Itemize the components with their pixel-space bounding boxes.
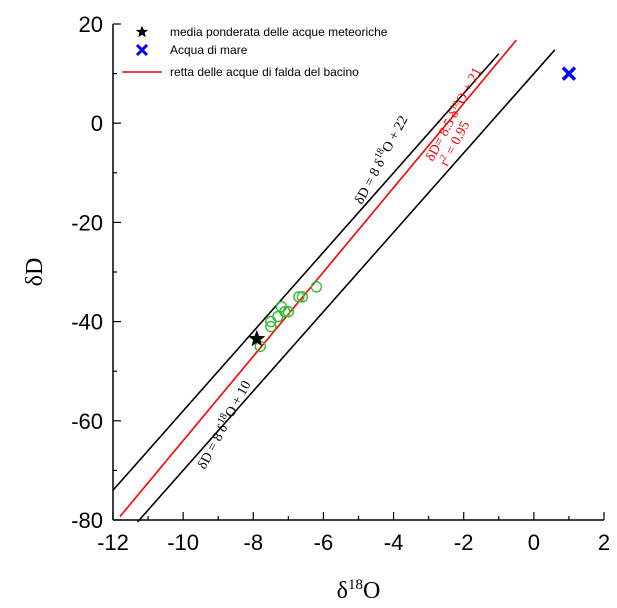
y-axis-ticks: -80 -60 -40 -20 0 20 (71, 12, 121, 533)
legend-item-rain-mean: media ponderata delle acque meteoriche (135, 25, 388, 39)
y-tick-label: -40 (71, 310, 103, 335)
x-tick-label: 0 (528, 530, 540, 555)
rain-mean-star-point (248, 330, 266, 347)
x-axis-title: δ18O (337, 577, 381, 604)
x-tick-label: -8 (244, 530, 264, 555)
y-axis-title: δD (22, 258, 48, 287)
cross-icon (135, 43, 149, 57)
legend-cross-stroke (135, 43, 149, 57)
y-tick-label: -60 (71, 409, 103, 434)
plot-area (112, 39, 577, 523)
x-tick-label: 2 (598, 530, 610, 555)
x-tick-label: -4 (384, 530, 404, 555)
x-tick-label: -10 (167, 530, 199, 555)
y-tick-label: 0 (91, 111, 103, 136)
y-tick-label: 20 (79, 12, 103, 37)
groundwater-sample-point (293, 291, 305, 303)
groundwater-sample-point (265, 320, 277, 333)
x-tick-label: -2 (454, 530, 474, 555)
y-tick-label: -80 (71, 508, 103, 533)
legend-label-sea-water: Acqua di mare (170, 43, 248, 57)
x-axis-ticks: -12 -10 -8 -6 -4 -2 0 2 (97, 512, 610, 555)
star-icon (135, 25, 149, 38)
x-tick-label: -6 (314, 530, 334, 555)
annotation-upper-line: δD = 8 δ18O + 22 (350, 112, 412, 207)
line-annotations: δD = 8 δ18O + 22 δD = 8 δ18O + 10 δD= 8.… (195, 65, 485, 472)
legend-item-groundwater-line: retta delle acque di falda del bacino (122, 65, 359, 79)
groundwater-sample-point (310, 281, 323, 293)
legend-label-groundwater-line: retta delle acque di falda del bacino (170, 65, 359, 79)
groundwater-sample-point (296, 291, 309, 303)
groundwater-sample-point (282, 305, 295, 318)
legend: media ponderata delle acque meteoriche A… (122, 25, 388, 79)
legend-label-rain-mean: media ponderata delle acque meteoriche (170, 25, 388, 39)
groundwater-sample-point (272, 310, 284, 323)
reference-line-2 (136, 49, 556, 523)
reference-line-1 (112, 53, 500, 491)
legend-item-sea-water: Acqua di mare (135, 43, 248, 57)
x-tick-label: -12 (97, 530, 129, 555)
y-tick-label: -20 (71, 210, 103, 235)
sea-water-point (561, 66, 577, 81)
groundwater-regression-line (119, 39, 517, 518)
